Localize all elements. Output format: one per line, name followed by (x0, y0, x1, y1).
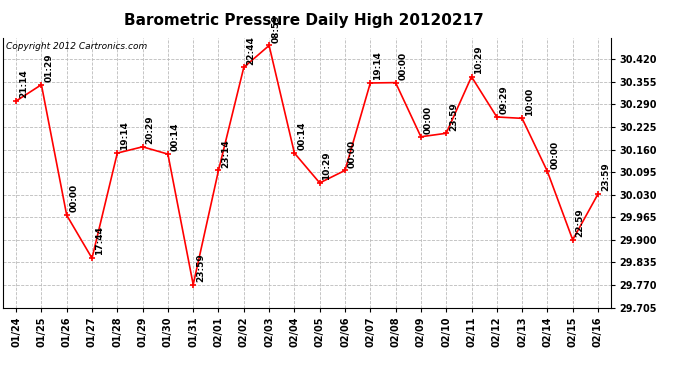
Text: 08:59: 08:59 (272, 14, 281, 43)
Text: 22:44: 22:44 (246, 36, 255, 64)
Text: 00:00: 00:00 (70, 184, 79, 212)
Text: 23:59: 23:59 (449, 102, 458, 130)
Text: 01:29: 01:29 (44, 53, 53, 82)
Text: 22:59: 22:59 (575, 208, 584, 237)
Text: 00:14: 00:14 (297, 122, 306, 150)
Text: 10:00: 10:00 (525, 87, 534, 116)
Text: Copyright 2012 Cartronics.com: Copyright 2012 Cartronics.com (6, 42, 148, 51)
Text: 09:29: 09:29 (500, 86, 509, 114)
Text: 20:29: 20:29 (146, 116, 155, 144)
Text: 00:00: 00:00 (424, 106, 433, 134)
Text: 19:14: 19:14 (373, 51, 382, 80)
Text: 00:00: 00:00 (398, 52, 407, 80)
Text: 19:14: 19:14 (120, 122, 129, 150)
Text: 10:29: 10:29 (474, 45, 483, 74)
Text: 23:14: 23:14 (221, 139, 230, 168)
Text: 00:00: 00:00 (348, 140, 357, 168)
Text: 17:44: 17:44 (95, 226, 103, 255)
Text: Barometric Pressure Daily High 20120217: Barometric Pressure Daily High 20120217 (124, 13, 484, 28)
Text: 21:14: 21:14 (19, 69, 28, 98)
Text: 23:59: 23:59 (601, 162, 610, 191)
Text: 23:59: 23:59 (196, 253, 205, 282)
Text: 00:00: 00:00 (550, 141, 559, 169)
Text: 10:29: 10:29 (322, 152, 331, 180)
Text: 00:14: 00:14 (170, 123, 179, 152)
